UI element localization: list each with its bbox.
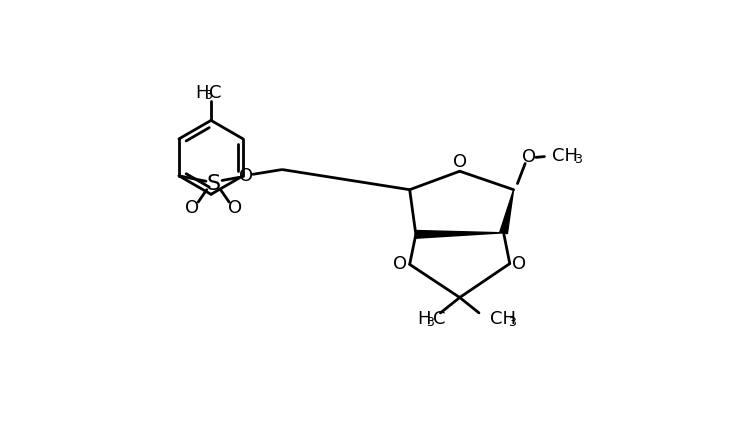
Text: O: O [394,255,408,273]
Text: O: O [239,167,253,185]
Text: C: C [209,84,222,101]
Text: O: O [512,255,526,273]
Text: O: O [228,199,242,217]
Text: S: S [206,174,220,194]
Text: O: O [453,153,467,171]
Text: H: H [417,310,430,328]
Polygon shape [416,231,503,238]
Text: O: O [522,148,536,166]
Text: 3: 3 [426,316,433,329]
Polygon shape [500,190,514,234]
Text: 3: 3 [204,89,212,102]
Text: CH: CH [490,310,516,328]
Text: O: O [185,199,199,217]
Text: C: C [433,310,445,328]
Text: 3: 3 [509,316,516,329]
Text: 3: 3 [573,153,581,166]
Text: CH: CH [552,147,578,165]
Text: H: H [195,84,209,101]
